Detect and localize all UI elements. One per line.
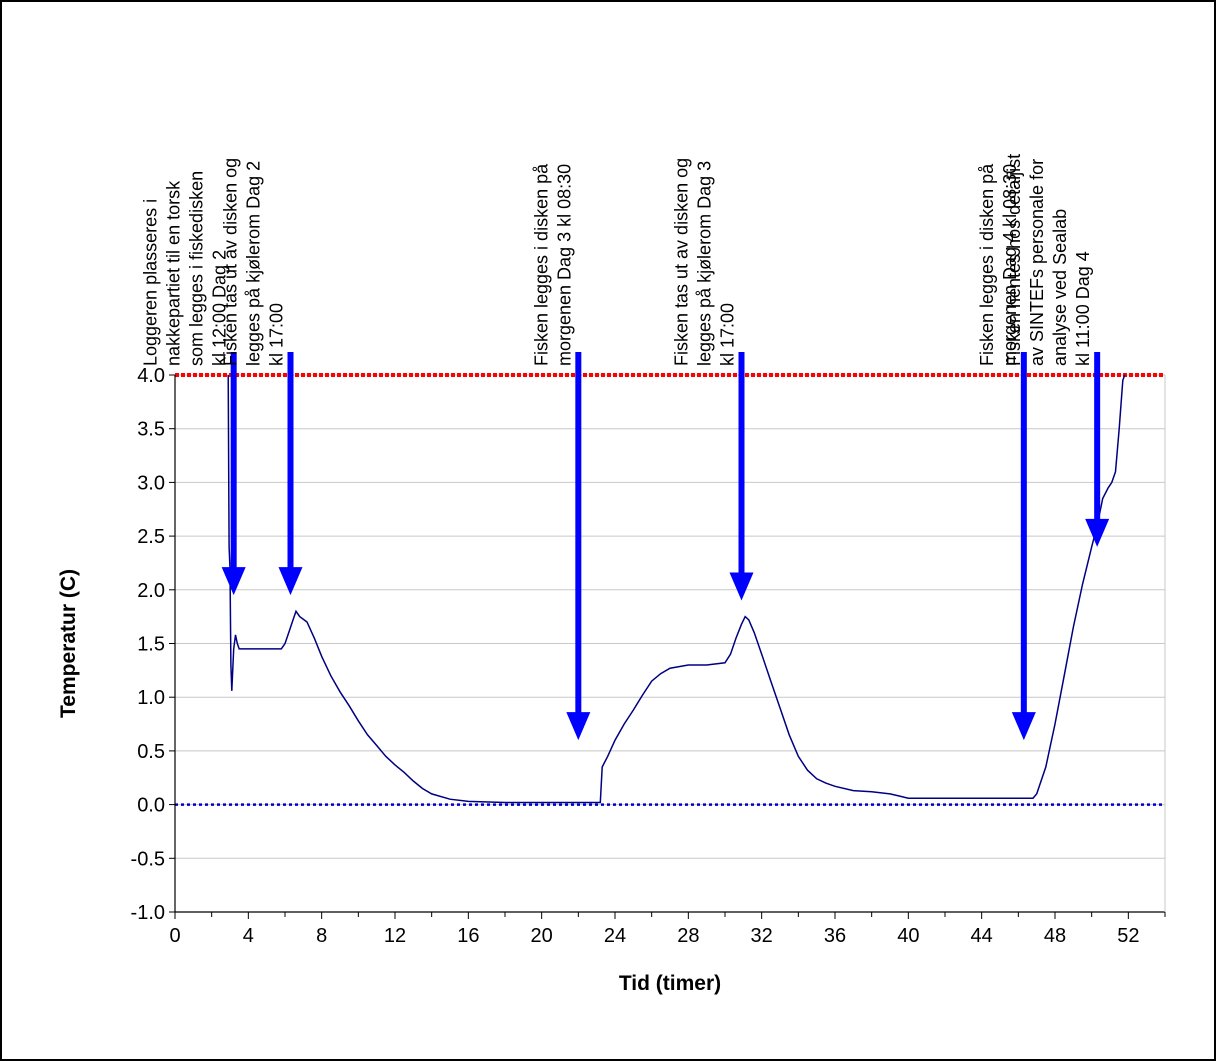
y-tick-label: 4.0 xyxy=(137,365,165,387)
x-tick-label: 12 xyxy=(384,925,406,947)
y-axis-title: Temperatur (C) xyxy=(57,569,80,718)
x-tick-label: 36 xyxy=(824,925,846,947)
annotation-line: morgenen Dag 4 kl 08:30 xyxy=(1000,164,1020,366)
annotation-line: kl 17:00 xyxy=(718,303,738,366)
annotation-line: legges på kjølerom Dag 3 xyxy=(695,161,715,366)
x-tick-label: 48 xyxy=(1044,925,1066,947)
y-tick-label: 1.0 xyxy=(137,687,165,709)
y-tick-label: 0.0 xyxy=(137,795,165,817)
annotation-line: kl 17:00 xyxy=(267,303,287,366)
annotation-3: Fisken legges i disken på morgenen Dag 3 … xyxy=(531,163,574,366)
annotation-arrows xyxy=(221,352,1110,741)
x-tick-label: 32 xyxy=(751,925,773,947)
annotation-line: som legges i fiskedisken xyxy=(187,171,207,366)
x-tick-label: 52 xyxy=(1117,925,1139,947)
annotation-1: Loggeren plasseres i nakkepartiet til en … xyxy=(141,171,230,366)
annotation-line: kl 12:00 Dag 2 xyxy=(210,250,230,366)
annotation-texts: Loggeren plasseres i nakkepartiet til en … xyxy=(141,154,1093,366)
x-tick-label: 40 xyxy=(897,925,919,947)
axes: -1.0-0.50.00.51.01.52.02.53.03.54.00 4 8 12… xyxy=(131,365,1166,947)
annotation-line: Fisken tas ut av disken og xyxy=(221,158,241,366)
annotation-line: Fisken hentes hos detaljist xyxy=(1004,154,1024,366)
annotation-arrow-head xyxy=(1085,518,1110,547)
annotation-2: Fisken tas ut av disken og legges på kjøl… xyxy=(221,158,287,366)
annotation-arrow-head xyxy=(1011,712,1036,741)
annotation-arrow-head xyxy=(278,567,303,596)
annotation-arrow-head xyxy=(729,572,754,601)
y-tick-label: 1.5 xyxy=(137,634,165,656)
annotation-4: Fisken tas ut av disken og legges på kjøl… xyxy=(672,158,738,366)
y-tick-label: 2.5 xyxy=(137,526,165,548)
temperature-series-line xyxy=(227,374,1126,804)
annotation-line: Fisken legges i disken på xyxy=(531,163,551,366)
annotation-line: Fisken legges i disken på xyxy=(977,163,997,366)
annotation-line: legges på kjølerom Dag 2 xyxy=(244,161,264,366)
x-axis-title: Tid (timer) xyxy=(619,972,721,995)
annotation-line: Loggeren plasseres i xyxy=(141,199,161,366)
annotation-line: nakkepartiet til en torsk xyxy=(164,180,184,366)
series-layer xyxy=(227,374,1126,804)
x-tick-label: 16 xyxy=(457,925,479,947)
x-tick-label: 24 xyxy=(604,925,626,947)
y-tick-label: -1.0 xyxy=(131,902,165,924)
annotation-5: Fisken legges i disken på morgenen Dag 4 … xyxy=(977,163,1020,366)
x-tick-label: 28 xyxy=(677,925,699,947)
y-tick-label: 0.5 xyxy=(137,741,165,763)
annotation-arrow-head xyxy=(566,712,591,741)
x-tick-label: 20 xyxy=(531,925,553,947)
y-tick-label: 3.5 xyxy=(137,419,165,441)
reference-lines xyxy=(175,373,1165,806)
x-tick-label: 8 xyxy=(316,925,327,947)
annotation-line: morgenen Dag 3 kl 08:30 xyxy=(554,164,574,366)
x-tick-label: 4 xyxy=(243,925,254,947)
annotation-line: kl 11:00 Dag 4 xyxy=(1073,251,1093,366)
x-tick-label: 0 xyxy=(169,925,180,947)
annotation-line: av SINTEFs personale for xyxy=(1027,159,1047,366)
y-tick-label: 2.0 xyxy=(137,580,165,602)
y-tick-label: -0.5 xyxy=(131,848,165,870)
annotation-6: Fisken hentes hos detaljist av SINTEFs pe… xyxy=(1004,154,1093,366)
annotation-arrow-head xyxy=(221,567,246,596)
annotation-line: Fisken tas ut av disken og xyxy=(672,158,692,366)
y-tick-label: 3.0 xyxy=(137,472,165,494)
x-tick-label: 44 xyxy=(971,925,993,947)
annotation-line: analyse ved Sealab xyxy=(1050,209,1070,366)
